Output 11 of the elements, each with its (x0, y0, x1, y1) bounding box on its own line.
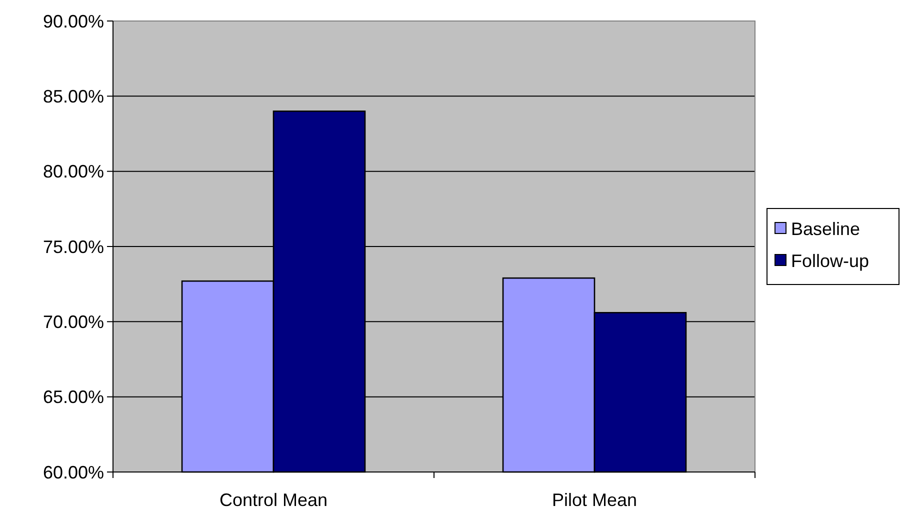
legend-label: Follow-up (791, 250, 870, 271)
y-tick-label: 65.00% (42, 387, 104, 408)
y-tick-label: 80.00% (42, 162, 104, 182)
y-tick-label: 75.00% (42, 236, 104, 257)
x-tick-label: Pilot Mean (552, 490, 638, 510)
y-tick-label: 85.00% (42, 86, 104, 106)
y-tick-label: 60.00% (42, 462, 104, 482)
y-tick-label: 90.00% (42, 11, 104, 32)
legend-label: Baseline (791, 218, 860, 239)
x-tick-label: Control Mean (219, 490, 328, 510)
y-tick-label: 70.00% (42, 312, 104, 332)
